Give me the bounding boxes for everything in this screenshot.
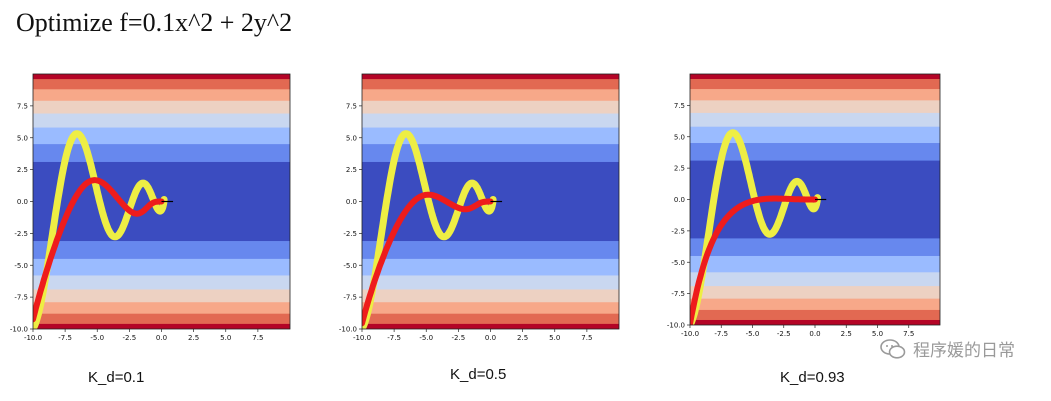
x-tick-label: -5.0	[419, 334, 433, 342]
y-tick-label: -2.5	[343, 230, 357, 238]
momentum-trajectory	[362, 130, 497, 329]
y-tick-label: -10.0	[339, 326, 357, 334]
chart-panel-kd-0-1: -10.0 -7.5 -5.0 -2.5 0.0 2.5 5.0 7.5 7.5 5.0 2.5 0.…	[10, 73, 300, 346]
chart-kd-0-1: -10.0 -7.5 -5.0 -2.5 0.0 2.5 5.0 7.5 7.5 5.0 2.5 0.…	[10, 73, 291, 342]
x-tick-label: 0.0	[485, 334, 496, 342]
y-tick-label: -5.0	[343, 262, 357, 270]
chart-kd-0-93: -10.0 -7.5 -5.0 -2.5 0.0 2.5 5.0 7.5 7.5 5.0 2.5 0.…	[667, 73, 941, 338]
y-tick-label: -5.0	[671, 259, 685, 267]
contour-field	[362, 74, 619, 329]
x-tick-label: -7.5	[58, 334, 72, 342]
y-tick-label: 0.0	[674, 196, 685, 204]
y-tick-label: 5.0	[346, 134, 357, 142]
pid-trajectory	[33, 177, 165, 323]
contour-field	[690, 74, 940, 325]
x-tick-label: -2.5	[123, 334, 137, 342]
x-tick-label: 2.5	[188, 334, 199, 342]
y-tick-label: -7.5	[671, 290, 685, 298]
x-tick-label: 2.5	[841, 330, 852, 338]
x-tick-label: -10.0	[353, 334, 371, 342]
wechat-icon	[880, 338, 906, 359]
momentum-trajectory	[690, 129, 821, 325]
momentum-trajectory	[33, 130, 168, 329]
chart-kd-0-5: -10.0 -7.5 -5.0 -2.5 0.0 2.5 5.0 7.5 7.5 5.0 2.5 0.…	[339, 73, 620, 342]
page-title: Optimize f=0.1x^2 + 2y^2	[16, 8, 293, 37]
watermark-text: 程序媛的日常	[913, 341, 1015, 361]
chart-panel-kd-0-93: -10.0 -7.5 -5.0 -2.5 0.0 2.5 5.0 7.5 7.5 5.0 2.5 0.…	[667, 73, 957, 342]
y-tick-label: 2.5	[346, 166, 357, 174]
pid-trajectory	[362, 191, 494, 327]
x-tick-label: 7.5	[252, 334, 263, 342]
x-tick-label: 0.0	[809, 330, 820, 338]
x-tick-label: -2.5	[777, 330, 791, 338]
watermark: 程序媛的日常	[879, 336, 1015, 361]
contour-field	[33, 74, 290, 329]
x-tick-label: 5.0	[872, 330, 883, 338]
y-tick-label: 5.0	[674, 133, 685, 141]
y-tick-label: -5.0	[14, 262, 28, 270]
x-tick-label: -5.0	[746, 330, 760, 338]
y-tick-label: -2.5	[671, 227, 685, 235]
y-tick-label: 2.5	[17, 166, 28, 174]
pid-trajectory	[690, 195, 818, 325]
y-tick-label: 5.0	[17, 134, 28, 142]
x-tick-label: -10.0	[681, 330, 699, 338]
x-tick-label: 7.5	[581, 334, 592, 342]
y-tick-label: -7.5	[343, 294, 357, 302]
x-tick-label: -2.5	[452, 334, 466, 342]
y-tick-label: -7.5	[14, 294, 28, 302]
x-tick-label: 2.5	[517, 334, 528, 342]
x-tick-label: -10.0	[24, 334, 42, 342]
chart-panel-kd-0-5: -10.0 -7.5 -5.0 -2.5 0.0 2.5 5.0 7.5 7.5 5.0 2.5 0.…	[339, 73, 629, 346]
x-tick-label: 5.0	[549, 334, 560, 342]
caption-kd-0-93: K_d=0.93	[780, 369, 845, 386]
caption-kd-0-5: K_d=0.5	[450, 366, 507, 383]
y-tick-label: -2.5	[14, 230, 28, 238]
y-tick-label: 2.5	[674, 165, 685, 173]
y-tick-label: 7.5	[17, 102, 28, 110]
y-tick-label: 0.0	[346, 198, 357, 206]
y-tick-label: -10.0	[10, 326, 28, 334]
caption-kd-0-1: K_d=0.1	[88, 369, 145, 386]
y-tick-label: 7.5	[674, 102, 685, 110]
x-tick-label: 7.5	[903, 330, 914, 338]
y-tick-label: -10.0	[667, 322, 685, 330]
x-tick-label: -7.5	[714, 330, 728, 338]
y-tick-label: 7.5	[346, 102, 357, 110]
x-tick-label: 0.0	[156, 334, 167, 342]
x-tick-label: -7.5	[387, 334, 401, 342]
x-tick-label: -5.0	[90, 334, 104, 342]
y-tick-label: 0.0	[17, 198, 28, 206]
x-tick-label: 5.0	[220, 334, 231, 342]
